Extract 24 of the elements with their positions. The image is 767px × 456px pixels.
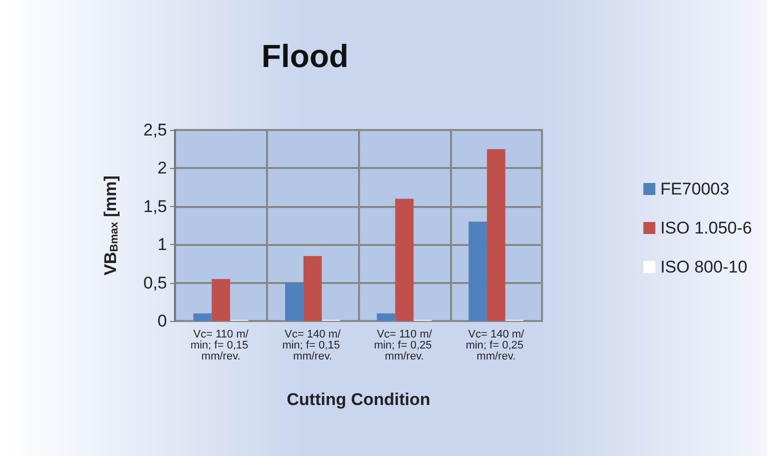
bar [395,198,414,321]
legend-label: ISO 1.050-6 [660,218,752,238]
x-tick-label: Vc= 140 m/min; f= 0,25 mm/rev. [466,328,527,362]
legend-label: ISO 800-10 [660,258,748,276]
legend-label: FE70003 [660,180,730,198]
y-tick-label: 0 [158,312,167,330]
bar [193,313,212,321]
y-tick-label: 1 [158,235,167,254]
bar [303,256,322,321]
bar [468,222,487,321]
bar [285,282,304,321]
bar [376,313,396,321]
y-tick-label: 0,5 [143,273,167,292]
chart-title: Flood [261,38,349,74]
x-tick-label: Vc= 110 m/min; f= 0,25 mm/rev. [374,328,435,362]
bar [212,278,230,321]
y-tick-label: 2,5 [143,120,167,140]
x-axis-title: Cutting Condition [286,390,430,409]
y-tick-label: 1,5 [143,196,167,216]
y-axis-title: VBBmax [mm] [101,176,120,276]
x-tick-label: Vc= 140 m/min; f= 0,15 mm/rev. [282,328,344,362]
y-tick-label: 2 [158,158,167,178]
x-tick-label: Vc= 110 m/min; f= 0,15 mm/rev. [190,328,252,362]
bar [486,149,506,321]
